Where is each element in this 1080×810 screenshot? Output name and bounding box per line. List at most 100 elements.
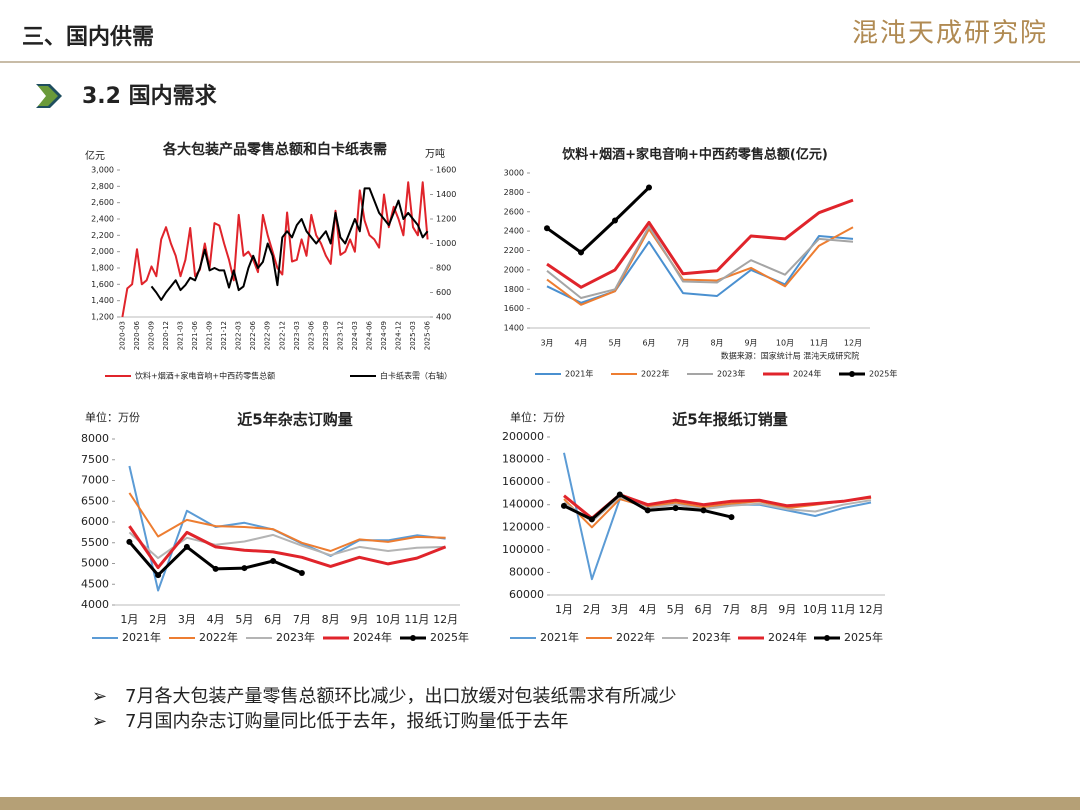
y-tick-label: 80000	[509, 565, 544, 578]
x-tick-label: 2025-03	[409, 321, 417, 350]
x-tick-label: 3月	[178, 613, 196, 626]
legend-label: 白卡纸表需（右轴）	[380, 371, 452, 381]
x-tick-label: 2020-12	[162, 321, 170, 350]
x-tick-label: 7月	[722, 603, 740, 616]
series-line	[128, 465, 446, 592]
y-tick-label: 100000	[502, 543, 544, 556]
chevron-inner	[38, 86, 58, 106]
point	[646, 184, 652, 191]
chart-title: 饮料+烟酒+家电音响+中西药零售总额(亿元)	[561, 147, 828, 163]
x-tick-label: 2月	[583, 603, 601, 616]
point	[560, 502, 567, 509]
y2-tick-label: 600	[436, 288, 451, 297]
x-tick-label: 2024-12	[395, 321, 403, 350]
y-tick-label: 6000	[81, 515, 109, 528]
x-tick-label: 8月	[710, 339, 723, 348]
x-tick-label: 2022-12	[278, 321, 286, 350]
y-tick-label: 2600	[504, 207, 524, 216]
legend-marker	[410, 635, 416, 641]
x-tick-label: 1月	[555, 603, 573, 616]
point	[728, 514, 735, 521]
legend-marker	[849, 371, 855, 377]
legend-label: 2023年	[276, 630, 315, 644]
y-tick-label: 4500	[81, 577, 109, 590]
series-line	[563, 495, 872, 523]
x-tick-label: 2020-06	[133, 320, 141, 350]
x-tick-label: 11月	[831, 603, 856, 616]
x-tick-label: 10月	[803, 603, 828, 616]
point	[241, 565, 248, 572]
legend-label: 饮料+烟酒+家电音响+中西药零售总额	[135, 371, 275, 381]
unit-label: 单位：万份	[85, 410, 140, 424]
x-tick-label: 2024-09	[380, 321, 388, 350]
point	[644, 507, 651, 514]
y-tick-label: 1,600	[91, 280, 114, 289]
y-tick-label: 3,000	[91, 166, 114, 175]
footer-bar	[0, 797, 1080, 810]
x-tick-label: 11月	[404, 613, 429, 626]
x-tick-label: 2023-09	[322, 321, 330, 350]
x-tick-label: 12月	[859, 603, 884, 616]
y2-tick-label: 1200	[436, 215, 456, 224]
legend-label: 2024年	[353, 630, 392, 644]
x-tick-label: 5月	[235, 613, 253, 626]
y-tick-label: 8000	[81, 432, 109, 445]
point	[544, 225, 550, 232]
point	[155, 572, 162, 579]
legend-label: 2021年	[565, 369, 593, 379]
series-line	[546, 225, 854, 299]
x-tick-label: 10月	[776, 339, 794, 348]
y-tick-label: 200000	[502, 430, 544, 443]
legend-label: 2022年	[199, 630, 238, 644]
y2-tick-label: 800	[436, 264, 451, 273]
legend-label: 2022年	[641, 369, 669, 379]
y-tick-label: 60000	[509, 588, 544, 601]
y-tick-label: 2,200	[91, 231, 114, 240]
x-tick-label: 5月	[608, 339, 621, 348]
x-tick-label: 2024-06	[365, 320, 373, 350]
x-tick-label: 2020-03	[118, 321, 126, 350]
logo: 混沌天成研究院	[852, 19, 1048, 49]
x-tick-label: 2023-12	[336, 321, 344, 350]
x-tick-label: 4月	[574, 339, 587, 348]
logo-box	[845, 14, 1055, 52]
x-tick-label: 9月	[350, 613, 368, 626]
series-line	[546, 235, 854, 304]
legend-label: 2024年	[793, 369, 821, 379]
legend-label: 2025年	[430, 630, 469, 644]
series-line	[546, 198, 854, 289]
x-tick-label: 6月	[264, 613, 282, 626]
y-tick-label: 3000	[504, 169, 524, 178]
x-tick-label: 2021-12	[220, 321, 228, 350]
legend-label: 2021年	[122, 630, 161, 644]
x-tick-label: 2021-09	[206, 321, 214, 350]
x-tick-label: 10月	[376, 613, 401, 626]
y-tick-label: 2,000	[91, 247, 114, 256]
y2-tick-label: 1600	[436, 166, 456, 175]
y-tick-label: 180000	[502, 453, 544, 466]
y-tick-label: 1800	[504, 285, 524, 294]
y-tick-label: 2400	[504, 227, 524, 236]
y-tick-label: 120000	[502, 520, 544, 533]
point	[183, 543, 190, 550]
legend-label: 2025年	[844, 630, 883, 644]
chart-title: 近5年报纸订销量	[672, 411, 787, 429]
unit-label: 单位：万份	[510, 410, 565, 424]
x-tick-label: 2022-03	[235, 321, 243, 350]
y2-axis-label: 万吨	[425, 147, 445, 160]
y-tick-label: 2800	[504, 188, 524, 197]
bullet: 7月各大包装产量零售总额环比减少，出口放缓对包装纸需求有所减少	[125, 686, 676, 707]
y-tick-label: 7500	[81, 453, 109, 466]
y-tick-label: 160000	[502, 475, 544, 488]
series-line	[150, 187, 429, 301]
point	[126, 538, 133, 545]
x-tick-label: 2024-03	[351, 321, 359, 350]
y-tick-label: 2000	[504, 265, 524, 274]
x-tick-label: 8月	[750, 603, 768, 616]
point	[672, 505, 679, 512]
series-line	[546, 226, 854, 306]
x-tick-label: 6月	[695, 603, 713, 616]
point	[700, 507, 707, 514]
y-tick-label: 1,400	[91, 296, 114, 305]
x-tick-label: 5月	[667, 603, 685, 616]
